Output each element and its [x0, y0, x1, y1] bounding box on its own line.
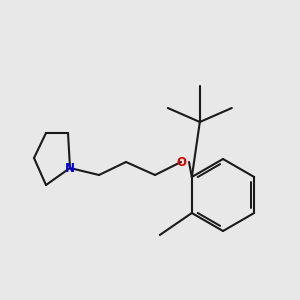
Text: N: N — [65, 161, 75, 175]
Text: O: O — [176, 155, 186, 169]
